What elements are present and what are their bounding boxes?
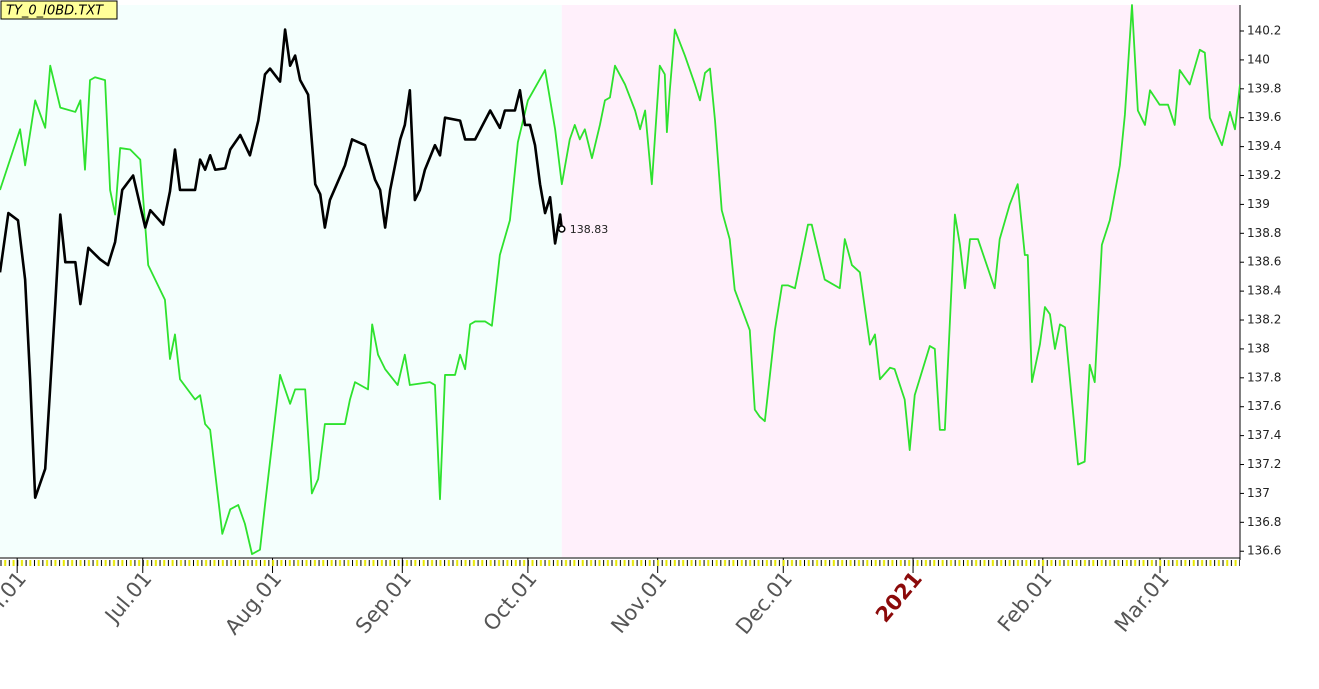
y-tick-label: 139.2 — [1247, 168, 1281, 182]
y-tick-label: 139.6 — [1247, 110, 1281, 124]
y-tick-label: 139 — [1247, 197, 1270, 211]
y-tick-label: 138.4 — [1247, 284, 1281, 298]
chart-title: TY_0_I0BD.TXT — [6, 4, 104, 19]
x-tick-label: Dec.01 — [731, 567, 797, 639]
y-tick-label: 138 — [1247, 341, 1270, 355]
price-line — [0, 28, 564, 500]
y-tick-label: 136.6 — [1247, 544, 1281, 558]
y-tick-label: 138.6 — [1247, 255, 1281, 269]
y-tick-label: 140 — [1247, 52, 1270, 66]
y-tick-label: 137.8 — [1247, 370, 1281, 384]
y-tick-label: 136.8 — [1247, 515, 1281, 529]
y-tick-label: 138.2 — [1247, 313, 1281, 327]
y-tick-label: 137.6 — [1247, 399, 1281, 413]
y-tick-label: 139.4 — [1247, 139, 1281, 153]
x-tick-label: Feb.01 — [993, 567, 1057, 636]
y-tick-label: 138.8 — [1247, 226, 1281, 240]
y-tick-label: 140.2 — [1247, 24, 1281, 38]
x-tick-label: Sep.01 — [351, 567, 416, 638]
x-tick-label: Jun.01 — [0, 567, 31, 635]
background — [0, 5, 1240, 557]
x-tick-label: Nov.01 — [606, 567, 671, 638]
x-tick-label: Aug.01 — [220, 567, 286, 639]
plot-area — [0, 4, 1240, 556]
minor-ticks — [0, 559, 1240, 566]
y-tick-label: 137.4 — [1247, 428, 1281, 442]
future-background — [561, 5, 1240, 557]
title-box — [0, 0, 118, 20]
x-tick-label: Jul.01 — [99, 567, 156, 629]
x-tick-label: Oct.01 — [479, 567, 542, 636]
x-tick-label: 2021 — [871, 567, 927, 627]
last-point — [558, 225, 566, 233]
x-tick-label: Mar.01 — [1110, 567, 1174, 637]
price-line — [0, 4, 1240, 556]
y-tick-label: 139.8 — [1247, 81, 1281, 95]
last-value-label: 138.83 — [570, 223, 609, 236]
y-tick-label: 137.2 — [1247, 457, 1281, 471]
history-background — [0, 5, 562, 557]
y-tick-label: 137 — [1247, 486, 1270, 500]
